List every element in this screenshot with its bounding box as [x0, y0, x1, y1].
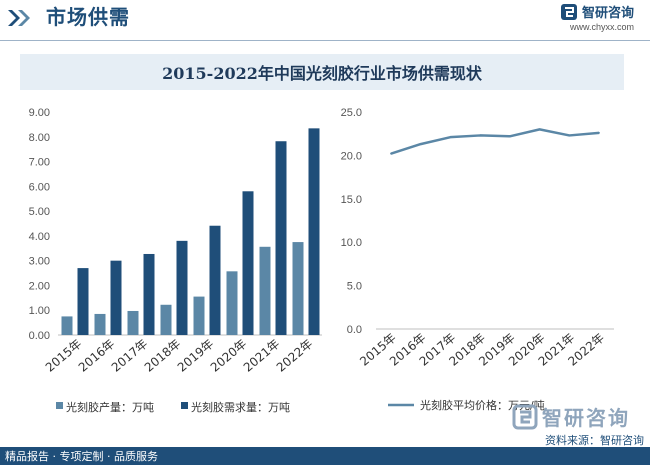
bar-legend-swatch — [56, 402, 63, 409]
brand: 智研咨询 www.chyxx.com — [560, 2, 634, 32]
brand-url: www.chyxx.com — [569, 22, 634, 32]
bar-legend-label: 光刻胶需求量：万吨 — [191, 400, 290, 414]
bar-y-tick-label: 4.00 — [29, 231, 50, 243]
line-point — [479, 134, 481, 137]
bar-production — [292, 242, 304, 335]
bar-x-tick-label: 2021年 — [241, 337, 283, 375]
bar-legend-swatch — [181, 402, 188, 409]
brand-name: 智研咨询 — [581, 6, 634, 21]
bar-x-tick-label: 2017年 — [109, 337, 151, 375]
bar-y-tick-label: 1.00 — [29, 305, 50, 317]
line-y-tick-label: 10.0 — [341, 237, 362, 249]
bar-production — [94, 313, 106, 335]
bar-y-tick-label: 5.00 — [29, 206, 50, 218]
bar-demand — [110, 260, 122, 335]
bar-y-tick-label: 3.00 — [29, 256, 50, 268]
watermark-logo: 智研咨询 — [512, 402, 630, 431]
footer: 精品报告 · 专项定制 · 品质服务 资料来源：智研咨询 — [0, 434, 650, 465]
line-point — [419, 143, 422, 145]
line-point — [509, 135, 511, 138]
line-point — [568, 134, 571, 137]
brand-logo-icon — [560, 3, 577, 20]
footer-band — [0, 447, 650, 465]
bar-production — [127, 310, 139, 335]
bar-production — [259, 246, 271, 335]
bar-demand — [209, 225, 221, 335]
bar-production — [226, 271, 238, 335]
bar-demand — [176, 240, 188, 335]
line-point — [390, 152, 392, 155]
line-y-tick-label: 0.0 — [347, 324, 362, 336]
header: 市场供需 智研咨询 www.chyxx.com — [0, 0, 650, 44]
section-title: 市场供需 — [46, 5, 130, 29]
bar-y-tick-label: 8.00 — [29, 132, 50, 144]
bar-y-tick-label: 6.00 — [29, 181, 50, 193]
chart-title: 2015-2022年中国光刻胶行业市场供需现状 — [162, 64, 482, 83]
watermark-text: 智研咨询 — [542, 406, 630, 430]
line-y-tick-label: 25.0 — [341, 107, 362, 119]
chart-title-band: 2015-2022年中国光刻胶行业市场供需现状 — [20, 54, 624, 90]
bar-demand — [308, 128, 320, 335]
line-point — [598, 132, 600, 134]
line-series-price — [390, 128, 600, 155]
line-y-tick-label: 20.0 — [341, 150, 362, 162]
line-y-tick-label: 5.0 — [347, 281, 362, 293]
bar-x-tick-label: 2018年 — [142, 337, 184, 375]
footer-tagline: 精品报告 · 专项定制 · 品质服务 — [5, 450, 158, 463]
bar-y-tick-label: 9.00 — [29, 107, 50, 119]
bar-x-tick-label: 2022年 — [274, 337, 316, 375]
bar-legend-label: 光刻胶产量：万吨 — [66, 400, 154, 414]
line-point — [538, 128, 541, 131]
header-arrows-icon — [8, 10, 30, 26]
chart-canvas: 0.00 1.00 2.00 3.00 4.00 5.00 6.00 7.00 8.00 9.00… — [29, 107, 614, 414]
line-point — [449, 136, 452, 138]
bar-demand — [77, 268, 89, 335]
bar-production — [193, 296, 205, 335]
bar-production — [160, 304, 172, 335]
bar-y-tick-label: 0.00 — [29, 330, 50, 342]
bar-x-tick-label: 2019年 — [175, 337, 217, 375]
line-y-tick-label: 15.0 — [341, 194, 362, 206]
bar-demand — [143, 253, 155, 335]
bar-x-tick-label: 2016年 — [76, 337, 118, 375]
bar-production — [61, 316, 73, 335]
footer-source: 资料来源：智研咨询 — [545, 434, 644, 447]
bar-demand — [242, 191, 254, 335]
watermark-logo-icon — [512, 404, 538, 429]
header-divider — [0, 40, 650, 41]
bar-x-tick-label: 2020年 — [208, 337, 250, 375]
bar-y-tick-label: 7.00 — [29, 157, 50, 169]
bar-x-tick-label: 2015年 — [43, 337, 85, 375]
bar-y-tick-label: 2.00 — [29, 280, 50, 292]
bar-demand — [275, 141, 287, 335]
